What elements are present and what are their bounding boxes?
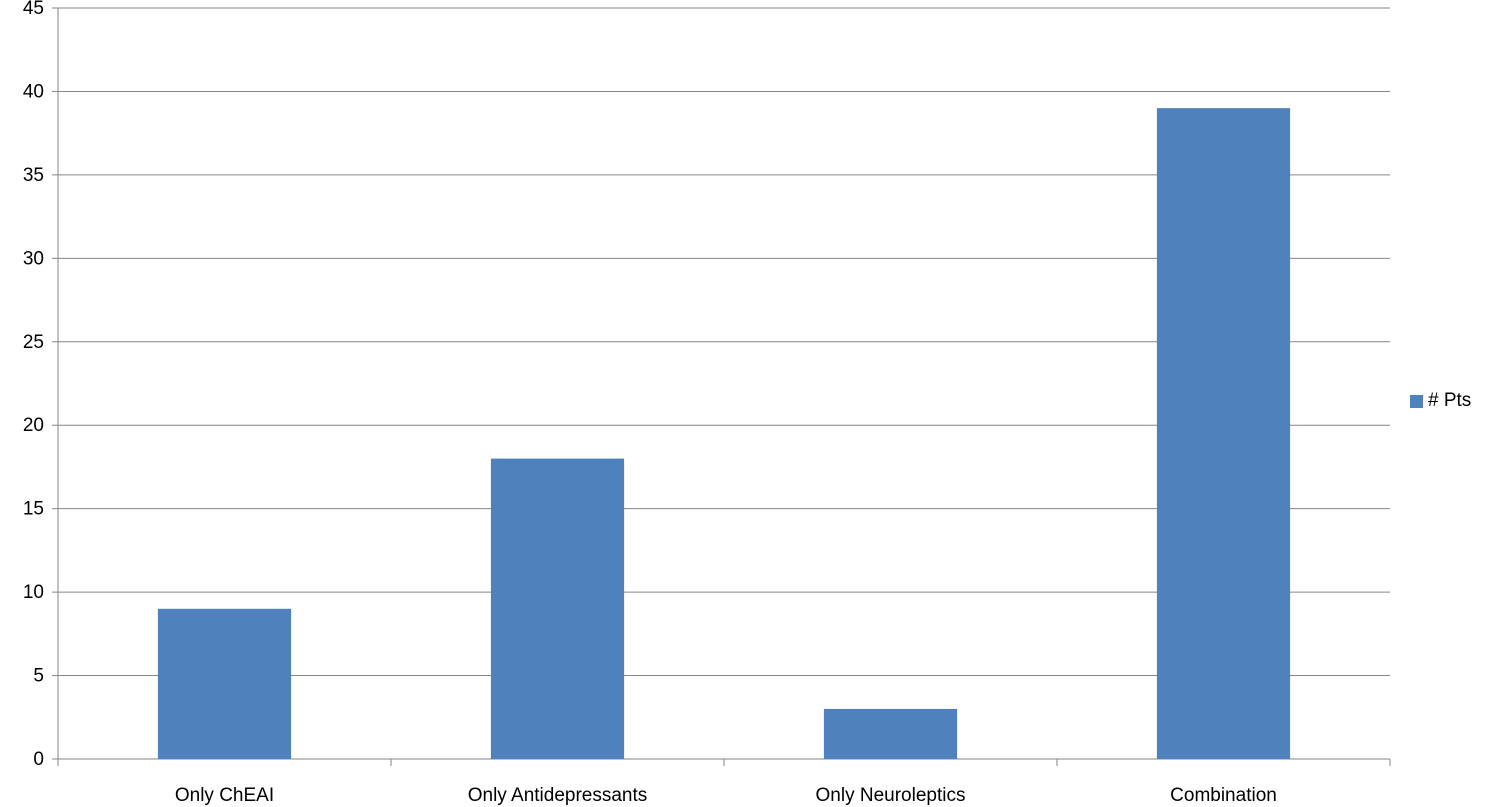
y-tick-label: 35 <box>23 165 44 186</box>
legend-label: # Pts <box>1428 390 1472 411</box>
y-tick-label: 15 <box>23 499 44 520</box>
x-tick-label: Only Neuroleptics <box>816 785 966 806</box>
y-axis: 0 5 10 15 20 25 30 35 40 45 <box>23 0 59 770</box>
y-tick-label: 30 <box>23 248 44 269</box>
bar <box>157 608 292 759</box>
x-axis: Only ChEAI Only Antidepressants Only Neuro… <box>57 758 1391 806</box>
x-tick-label: Only ChEAI <box>175 785 274 806</box>
y-tick-label: 45 <box>23 0 44 19</box>
bar <box>1156 108 1291 760</box>
y-tick-label: 5 <box>33 666 44 687</box>
y-tick-label: 0 <box>33 749 44 770</box>
gridlines <box>58 7 1390 677</box>
y-tick-label: 20 <box>23 415 44 436</box>
bar <box>490 458 625 759</box>
x-tick-label: Combination <box>1170 785 1277 806</box>
x-tick-label: Only Antidepressants <box>468 785 648 806</box>
y-tick-label: 25 <box>23 332 44 353</box>
bars <box>157 108 1291 760</box>
legend: # Pts <box>1410 390 1471 412</box>
y-tick-label: 40 <box>23 81 44 102</box>
legend-swatch <box>1410 394 1423 408</box>
y-tick-label: 10 <box>23 582 44 603</box>
bar <box>823 708 958 759</box>
